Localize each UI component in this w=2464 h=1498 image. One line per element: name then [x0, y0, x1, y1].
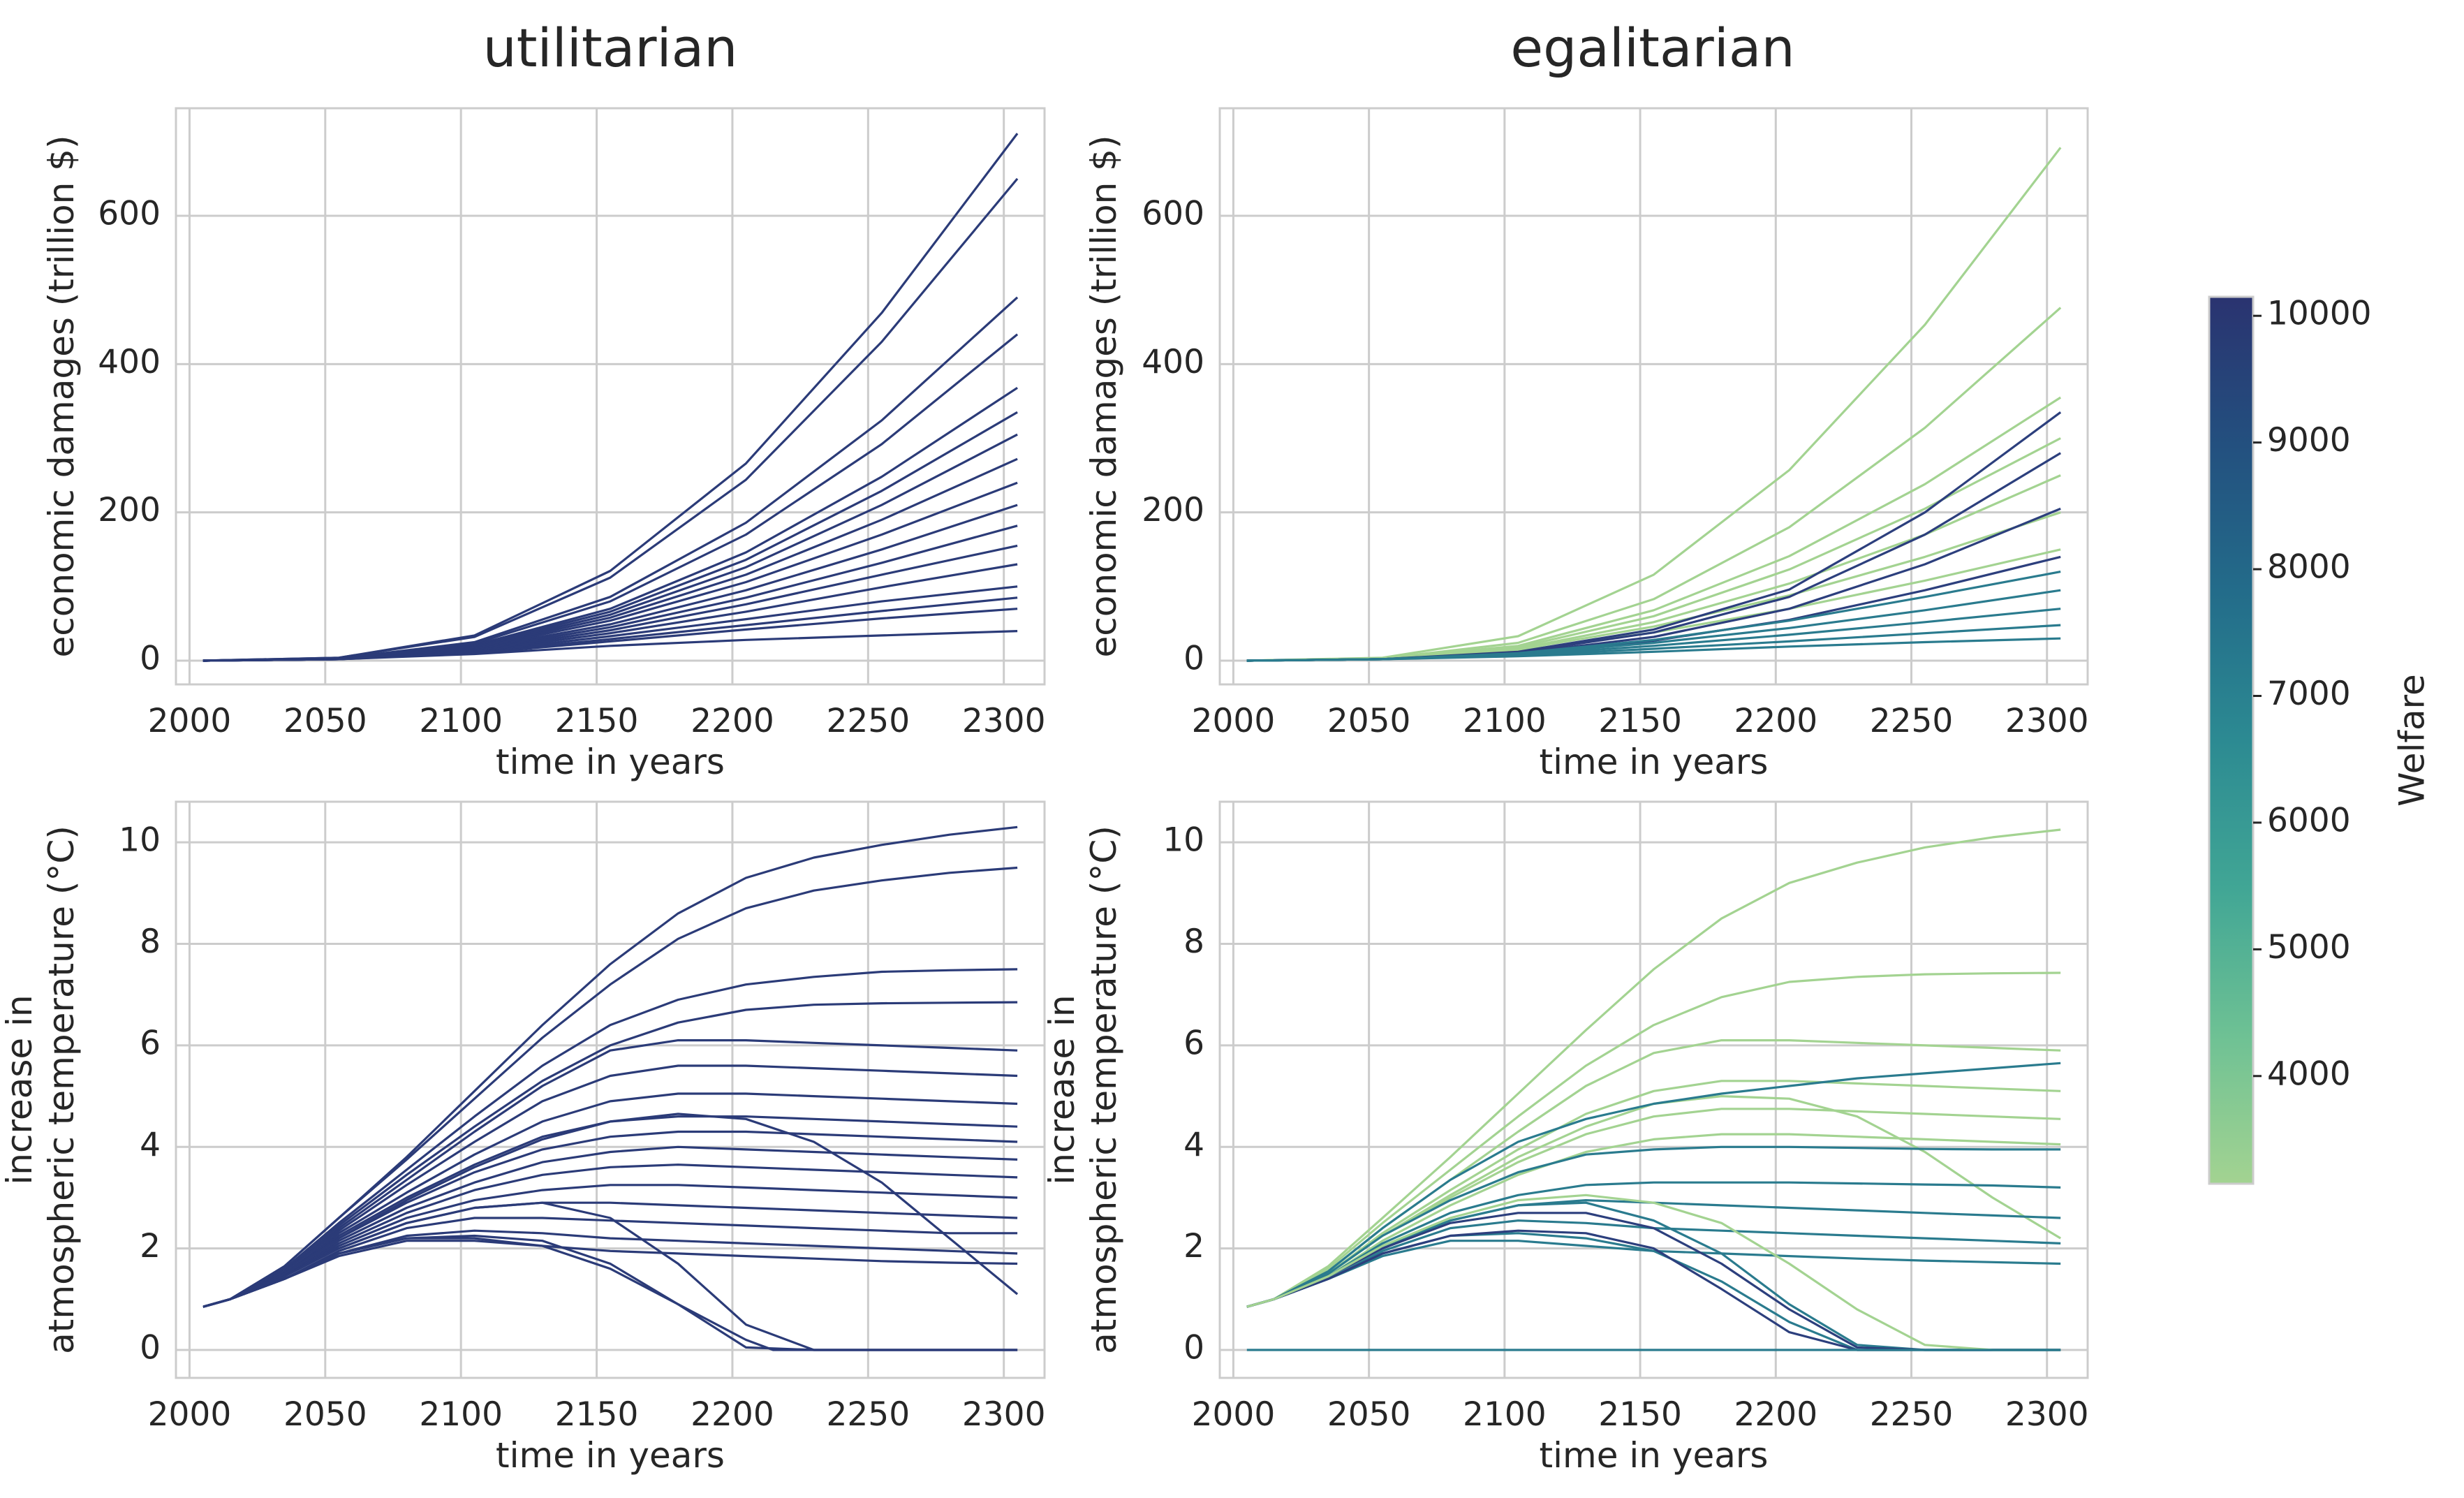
colorbar-tick-label: 9000: [2267, 421, 2351, 460]
axes-frame: [175, 107, 1046, 686]
series-line: [202, 1113, 1019, 1308]
colorbar-frame: [2208, 295, 2255, 1185]
x-tick-label: 2300: [2005, 702, 2089, 740]
series-line: [1246, 637, 2061, 662]
x-tick-label: 2150: [555, 1395, 639, 1434]
y-axis-label-line: increase in: [1042, 994, 1082, 1184]
x-axis-label: time in years: [496, 1435, 725, 1476]
colorbar-gradient: [2209, 297, 2253, 1184]
y-tick-label: 600: [1142, 194, 1204, 233]
panel-title-utilitarian: utilitarian: [483, 17, 738, 79]
series-group: [1246, 147, 2062, 662]
x-tick-label: 2200: [691, 1395, 774, 1434]
x-tick-label: 2000: [148, 1395, 232, 1434]
panel-temperature-utilitarian: 2000 2050 2100 2150 2200 2250 2300 0 2 4 6 8 10 time …: [0, 800, 1046, 1476]
y-tick-label: 4: [140, 1126, 161, 1164]
x-tick-label: 2250: [827, 702, 910, 740]
y-tick-label: 0: [140, 1329, 161, 1367]
y-axis-label-line: increase in: [0, 994, 40, 1184]
y-tick-label: 8: [140, 923, 161, 961]
y-tick-label: 0: [1183, 1329, 1204, 1367]
series-group: [202, 133, 1019, 662]
y-axis-label: increase inatmospheric temperature (°C): [1042, 825, 1124, 1354]
series-line: [1246, 1194, 2061, 1351]
x-tick-label: 2200: [1734, 702, 1817, 740]
y-axis-label: increase inatmospheric temperature (°C): [0, 825, 82, 1354]
series-line: [1246, 1145, 2061, 1308]
axes-frame: [1218, 800, 2089, 1379]
panel-damages-utilitarian: 2000 2050 2100 2150 2200 2250 2300 0 200 400 600 ti…: [41, 107, 1046, 782]
y-tick-label: 400: [1142, 343, 1204, 381]
y-tick-label: 2: [140, 1227, 161, 1265]
colorbar-tick-label: 4000: [2267, 1055, 2351, 1093]
x-tick-label: 2050: [283, 1395, 367, 1434]
series-line: [202, 1064, 1018, 1308]
colorbar-label: Welfare: [2392, 674, 2433, 807]
x-tick-label: 2000: [1192, 1395, 1276, 1434]
colorbar: 4000 5000 6000 7000 8000 9000 10000 Welfare: [2208, 295, 2433, 1185]
x-tick-label: 2100: [419, 1395, 503, 1434]
x-tick-label: 2100: [1463, 1395, 1547, 1434]
y-tick-label: 6: [140, 1024, 161, 1062]
x-tick-label: 2150: [1598, 1395, 1682, 1434]
x-tick-label: 2250: [827, 1395, 910, 1434]
series-line: [202, 1237, 1018, 1351]
y-tick-label: 200: [1142, 491, 1204, 529]
y-tick-label: 600: [98, 194, 161, 233]
y-tick-label: 6: [1183, 1024, 1204, 1062]
y-tick-label: 10: [119, 821, 161, 860]
y-axis-label: economic damages (trillion $): [41, 135, 82, 658]
x-tick-label: 2200: [691, 702, 774, 740]
x-tick-label: 2100: [419, 702, 503, 740]
panel-temperature-egalitarian: 2000 2050 2100 2150 2200 2250 2300 0 2 4 6 8 10 time …: [1042, 800, 2089, 1476]
x-tick-label: 2200: [1734, 1395, 1817, 1434]
colorbar-tick-label: 5000: [2267, 928, 2351, 967]
x-tick-label: 2050: [283, 702, 367, 740]
x-tick-label: 2150: [1598, 702, 1682, 740]
x-tick-label: 2000: [148, 702, 232, 740]
series-line: [1246, 1062, 2061, 1308]
x-tick-label: 2100: [1463, 702, 1547, 740]
y-tick-label: 0: [1183, 640, 1204, 678]
y-tick-label: 400: [98, 343, 161, 381]
y-tick-label: 8: [1183, 923, 1204, 961]
x-axis-label: time in years: [1540, 1435, 1769, 1476]
colorbar-tick-label: 8000: [2267, 548, 2351, 587]
y-tick-label: 2: [1183, 1227, 1204, 1265]
series-line: [1246, 828, 2061, 1308]
series-group: [1246, 828, 2062, 1351]
x-tick-label: 2300: [962, 702, 1046, 740]
colorbar-tick-label: 7000: [2267, 675, 2351, 713]
y-tick-label: 200: [98, 491, 161, 529]
y-axis-label: economic damages (trillion $): [1084, 135, 1124, 658]
axes-frame: [1218, 107, 2089, 686]
panel-title-egalitarian: egalitarian: [1510, 17, 1794, 79]
x-tick-label: 2250: [1870, 702, 1954, 740]
y-tick-label: 0: [140, 640, 161, 678]
series-line: [1246, 971, 2061, 1308]
y-axis-label-line: atmospheric temperature (°C): [1084, 825, 1124, 1354]
x-tick-label: 2000: [1192, 702, 1276, 740]
x-tick-label: 2050: [1327, 702, 1411, 740]
x-tick-label: 2300: [2005, 1395, 2089, 1434]
y-tick-label: 4: [1183, 1126, 1204, 1164]
series-group: [202, 825, 1019, 1351]
y-tick-label: 10: [1163, 821, 1204, 860]
panel-damages-egalitarian: 2000 2050 2100 2150 2200 2250 2300 0 200 400 600 ti…: [1084, 107, 2089, 782]
series-line: [202, 1001, 1018, 1308]
colorbar-tick-label: 6000: [2267, 801, 2351, 839]
x-axis-label: time in years: [1540, 742, 1769, 782]
axes-frame: [175, 800, 1046, 1379]
x-tick-label: 2300: [962, 1395, 1046, 1434]
colorbar-tick-label: 10000: [2267, 295, 2372, 333]
x-tick-label: 2050: [1327, 1395, 1411, 1434]
series-line: [202, 866, 1018, 1308]
x-tick-label: 2250: [1870, 1395, 1954, 1434]
y-axis-label-line: atmospheric temperature (°C): [41, 825, 82, 1354]
x-axis-label: time in years: [496, 742, 725, 782]
series-line: [202, 630, 1018, 662]
x-tick-label: 2150: [555, 702, 639, 740]
